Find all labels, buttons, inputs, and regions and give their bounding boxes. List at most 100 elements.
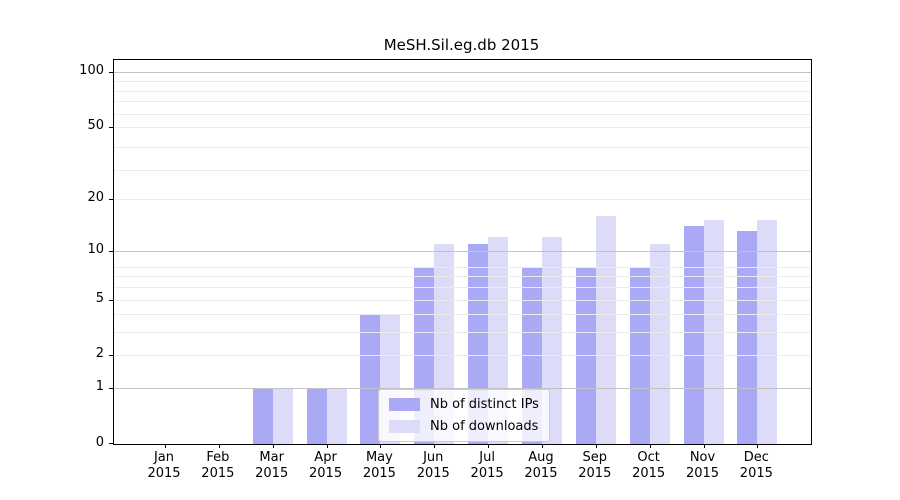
x-tick-mark	[703, 444, 705, 448]
bar-may-distinct-ips	[360, 314, 381, 444]
x-tick-mark	[165, 444, 166, 448]
y-tick-mark	[109, 299, 114, 301]
bar-dec-distinct-ips	[737, 231, 758, 444]
x-tick-label: Mar 2015	[240, 450, 304, 482]
gridline-minor	[114, 276, 811, 278]
y-tick-mark	[109, 443, 114, 444]
bar-mar-downloads	[272, 388, 293, 444]
gridline-minor	[114, 299, 811, 301]
bar-sep-downloads	[595, 215, 616, 444]
x-tick-label-month: Nov	[689, 450, 716, 465]
x-tick-label-month: Mar	[259, 450, 284, 465]
x-tick-label-year: 2015	[416, 466, 450, 481]
x-tick-label-month: Feb	[206, 450, 230, 465]
y-tick-mark	[109, 71, 114, 73]
bar-mar-distinct-ips	[252, 388, 273, 444]
x-tick-label-year: 2015	[255, 466, 289, 481]
y-tick-label: 20	[87, 189, 104, 205]
x-tick-label-month: Apr	[314, 450, 337, 465]
x-tick-mark	[757, 444, 759, 448]
x-tick-mark	[434, 444, 436, 448]
gridline-major	[114, 71, 811, 73]
plot-area: Nb of distinct IPs Nb of downloads	[109, 59, 812, 448]
x-tick-mark	[488, 444, 490, 448]
bar-apr-distinct-ips	[306, 388, 327, 444]
y-tick-label: 50	[87, 117, 104, 133]
gridline-major	[114, 388, 811, 390]
x-tick-label: Oct 2015	[617, 450, 681, 482]
x-tick-label-year: 2015	[201, 466, 235, 481]
x-tick-label-year: 2015	[632, 466, 666, 481]
x-tick-mark	[380, 444, 382, 448]
gridline-major	[114, 250, 811, 252]
x-tick-label-year: 2015	[147, 466, 181, 481]
x-tick-label-month: Jan	[153, 450, 175, 465]
x-tick-label: Feb 2015	[186, 450, 250, 482]
gridline-minor	[114, 198, 811, 200]
x-tick-label-year: 2015	[362, 466, 396, 481]
x-tick-label-month: Dec	[743, 450, 769, 465]
x-tick-label-month: Jul	[479, 450, 495, 465]
x-tick-mark	[595, 444, 597, 448]
y-tick-mark	[109, 198, 114, 200]
bar-oct-downloads	[649, 243, 670, 444]
x-tick-label-year: 2015	[739, 466, 773, 481]
y-tick-label: 5	[95, 290, 104, 306]
gridline-minor	[114, 332, 811, 334]
x-tick-label-year: 2015	[470, 466, 504, 481]
gridline-minor	[114, 113, 811, 115]
y-tick-label: 100	[79, 62, 104, 78]
x-tick-label-month: Aug	[528, 450, 554, 465]
x-tick-mark	[326, 444, 328, 448]
gridline-minor	[114, 146, 811, 148]
x-tick-label: Sep 2015	[563, 450, 627, 482]
y-axis: 0 1 2 5 10 20 50 100	[0, 59, 104, 450]
x-tick-label: May 2015	[347, 450, 411, 482]
legend: Nb of distinct IPs Nb of downloads	[378, 389, 550, 442]
x-tick-label: Jan 2015	[132, 450, 196, 482]
legend-swatch-distinct-ips	[389, 398, 420, 411]
gridline-minor	[114, 169, 811, 171]
y-tick-mark	[109, 250, 114, 252]
gridline-minor	[114, 81, 811, 83]
x-tick-mark	[649, 444, 651, 448]
x-tick-label-month: Jun	[423, 450, 444, 465]
x-tick-label-year: 2015	[685, 466, 720, 481]
gridline-minor	[114, 355, 811, 357]
y-tick-label: 10	[87, 241, 104, 257]
legend-label-downloads: Nb of downloads	[430, 419, 539, 434]
x-tick-label: Apr 2015	[294, 450, 358, 482]
chart-title: MeSH.Sil.eg.db 2015	[383, 36, 540, 54]
x-tick-label-year: 2015	[524, 466, 558, 481]
x-tick-label: Aug 2015	[509, 450, 573, 482]
x-tick-label-month: Sep	[582, 450, 608, 465]
bar-apr-downloads	[326, 388, 347, 444]
x-tick-label: Dec 2015	[724, 450, 788, 482]
x-tick-label: Jun 2015	[401, 450, 465, 482]
x-tick-mark	[541, 444, 543, 448]
legend-entry-downloads: Nb of downloads	[389, 419, 539, 434]
x-tick-mark	[272, 444, 274, 448]
x-tick-label: Nov 2015	[671, 450, 735, 482]
y-tick-label: 1	[95, 379, 104, 395]
y-tick-mark	[109, 388, 114, 390]
gridline-minor	[114, 90, 811, 92]
x-tick-label: Jul 2015	[455, 450, 519, 482]
gridline-minor	[114, 101, 811, 103]
x-tick-label-year: 2015	[578, 466, 612, 481]
legend-label-distinct-ips: Nb of distinct IPs	[430, 397, 539, 412]
y-tick-mark	[109, 127, 114, 128]
legend-swatch-downloads	[389, 420, 420, 433]
y-tick-label: 0	[95, 435, 104, 450]
gridline-minor	[114, 127, 811, 128]
x-tick-label-year: 2015	[309, 466, 343, 481]
bar-nov-distinct-ips	[683, 225, 704, 444]
y-tick-label: 2	[95, 346, 104, 362]
y-tick-mark	[109, 355, 114, 357]
gridline-minor	[114, 314, 811, 316]
legend-entry-distinct-ips: Nb of distinct IPs	[389, 397, 539, 412]
x-tick-label-month: May	[365, 450, 393, 465]
gridline-minor	[114, 266, 811, 268]
gridline-minor	[114, 287, 811, 289]
